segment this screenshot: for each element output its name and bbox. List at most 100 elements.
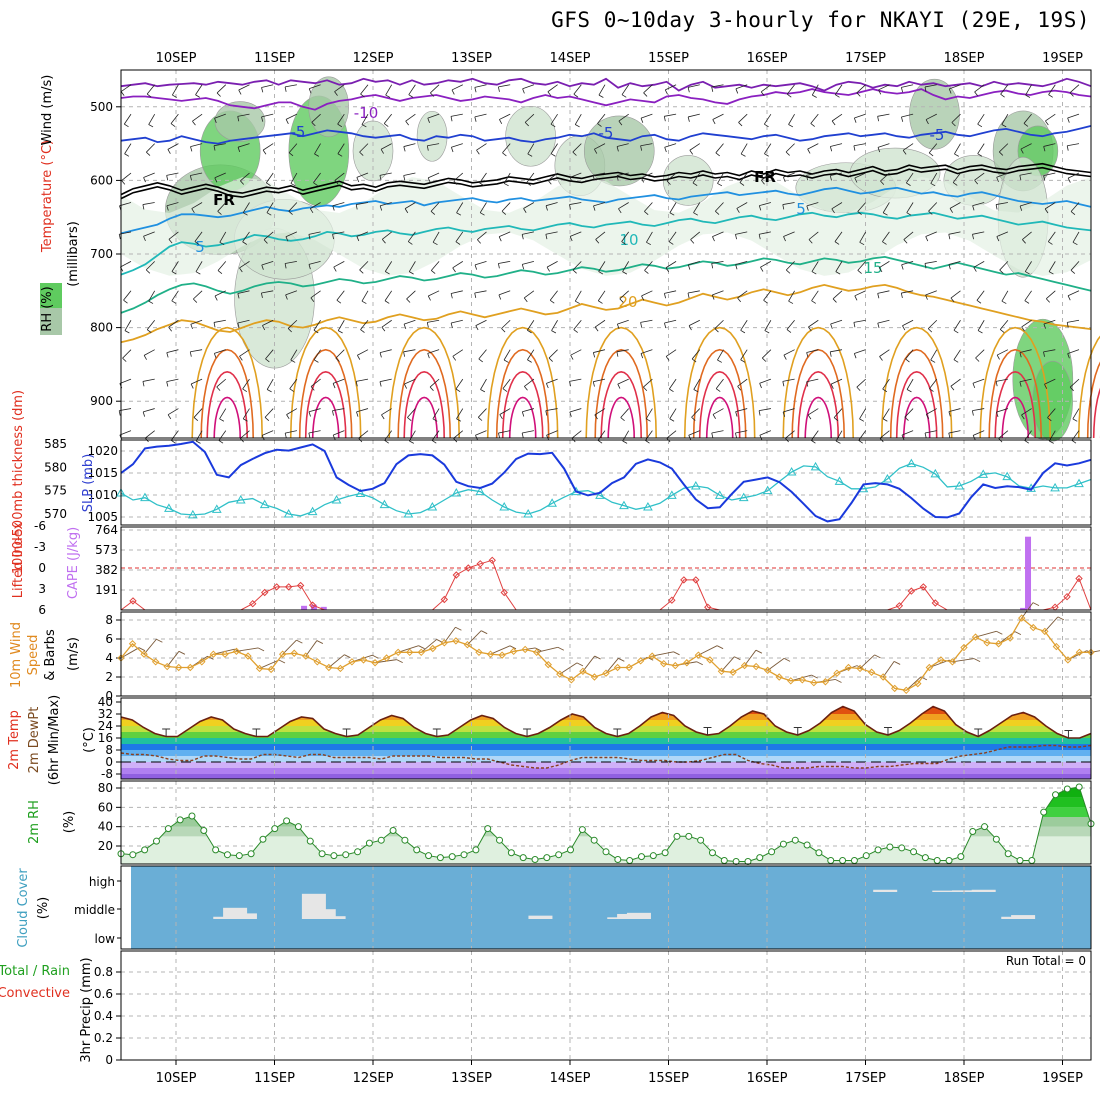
- wind-barb: [645, 430, 653, 441]
- legend-label-wind: Wind (m/s): [40, 75, 55, 146]
- wind-barb: [664, 143, 677, 148]
- wind-speed-marker: [348, 658, 356, 666]
- wind-barb: [902, 325, 906, 331]
- wind-barb: [644, 270, 649, 274]
- wind-barb: [972, 231, 985, 235]
- thickness-marker: [954, 480, 965, 490]
- rh-marker: [1016, 857, 1024, 864]
- wind-barb: [665, 356, 670, 361]
- wind-barb: [569, 381, 571, 387]
- wind-barb: [996, 378, 1008, 382]
- wind-barb: [1048, 241, 1053, 245]
- date-label-bottom: 16SEP: [747, 1071, 788, 1086]
- wind-barb: [807, 148, 811, 154]
- wind-barb: [1044, 378, 1056, 385]
- wind-barb: [569, 408, 582, 413]
- thickness-marker: [211, 504, 222, 513]
- wind-barb: [243, 212, 248, 216]
- wind-barb: [429, 386, 434, 391]
- wind-barb: [1024, 261, 1032, 272]
- wind-barb: [456, 202, 464, 213]
- wind-barb: [759, 231, 771, 235]
- wind-barb-10m: [594, 655, 601, 660]
- wind-barb: [237, 143, 250, 148]
- wind-barb: [664, 290, 677, 294]
- wind-barb: [811, 84, 819, 96]
- wind-barb: [597, 290, 606, 301]
- wind-speed-marker: [810, 678, 818, 687]
- wind-barb: [1072, 241, 1078, 246]
- wind-barb: [569, 411, 572, 417]
- wind-barb: [314, 153, 320, 157]
- wind-barb: [977, 330, 983, 334]
- wind-barb: [735, 234, 737, 240]
- isotherm-lowlevel: [895, 370, 938, 439]
- wind-barb: [597, 123, 602, 127]
- cloud-bar: [232, 913, 257, 919]
- rh-marker: [850, 857, 858, 864]
- wind-barb: [261, 87, 264, 93]
- wind-barb: [759, 202, 772, 207]
- wind-barb: [1023, 113, 1032, 124]
- wind-barb: [356, 378, 369, 382]
- wind-barb: [1069, 386, 1074, 392]
- wind-barb: [759, 378, 772, 384]
- temp-band: [121, 756, 1091, 762]
- wind-barb: [764, 123, 769, 128]
- rh-marker: [614, 856, 622, 864]
- wind-barb: [1045, 113, 1056, 122]
- wind-barb: [760, 261, 772, 268]
- rh-marker: [484, 825, 492, 833]
- wind-barb: [193, 290, 203, 300]
- wind-barb: [403, 175, 406, 181]
- wind-barb: [948, 430, 961, 434]
- isotherm-lowlevel: [791, 348, 845, 439]
- wind-barb: [190, 378, 203, 385]
- wind-barb: [403, 349, 416, 353]
- y-tick-label-temp: 0: [105, 755, 113, 769]
- wind-speed-marker: [567, 676, 576, 684]
- wind-barb: [688, 319, 700, 327]
- rh-legend-swatch: [40, 308, 62, 335]
- wind-barb: [831, 113, 843, 122]
- freezing-level-line: [120, 162, 1092, 196]
- wind-barb: [191, 208, 195, 214]
- wind-barb: [810, 123, 815, 127]
- wind-barb: [949, 84, 961, 90]
- wind-barb: [477, 231, 487, 240]
- wind-barb: [524, 386, 528, 391]
- wind-barb: [877, 147, 881, 153]
- wind-barb: [644, 202, 653, 212]
- wind-barb: [948, 432, 951, 439]
- wind-barb: [853, 319, 866, 323]
- wind-barb: [521, 264, 525, 270]
- wind-barb: [853, 117, 857, 123]
- wind-barb: [381, 408, 392, 416]
- wind-barb: [906, 378, 914, 390]
- rh-marker: [886, 843, 894, 851]
- wind-barb: [498, 430, 511, 434]
- rh-marker: [1063, 785, 1071, 793]
- wind-speed-marker: [163, 662, 171, 671]
- legend-label-barbs: & Barbs: [43, 629, 58, 681]
- wind-barb: [924, 86, 927, 92]
- wind-barb: [1067, 117, 1070, 123]
- wind-barb: [974, 179, 979, 185]
- wind-barb: [597, 113, 606, 124]
- wind-barb-10m: [396, 659, 403, 664]
- wind-barb: [598, 300, 603, 304]
- isotherm-lowlevel: [191, 326, 263, 439]
- isotherm-lowlevel: [298, 348, 353, 439]
- wind-barb: [715, 388, 721, 392]
- wind-barb: [502, 378, 511, 389]
- wind-barb: [974, 84, 985, 93]
- wind-barb: [646, 231, 653, 243]
- wind-barb: [592, 381, 595, 387]
- wind-barb: [953, 320, 961, 331]
- wind-barb: [859, 231, 867, 243]
- rh-marker: [496, 836, 504, 844]
- wind-barb: [877, 293, 880, 299]
- y-tick-label-rh: 40: [98, 820, 113, 834]
- isotherm-lowlevel: [782, 326, 854, 439]
- wind-barb-10m: [856, 665, 864, 670]
